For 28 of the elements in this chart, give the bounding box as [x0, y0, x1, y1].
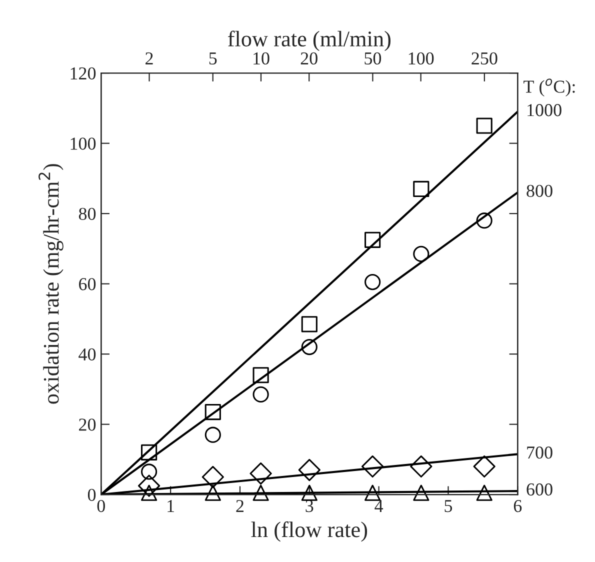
x2-tick-label: 5 [209, 52, 217, 65]
x-tick-label: 4 [374, 500, 384, 512]
x-tick-label: 5 [444, 500, 452, 512]
y-tick-label: 20 [79, 418, 96, 431]
x2-tick-label: 20 [300, 52, 318, 65]
x2-tick-label: 10 [254, 52, 270, 65]
x2-tick-label: 50 [364, 52, 382, 65]
series-label: 700 [527, 446, 552, 459]
x-tick-label: 6 [514, 500, 522, 512]
y-tick-label: 60 [79, 278, 96, 290]
x-axis-title: ln (flow rate) [251, 521, 368, 542]
x2-axis-title: flow rate (ml/min) [228, 30, 390, 51]
x-tick-label: 0 [97, 500, 105, 512]
series-label: 600 [526, 483, 552, 496]
series-label: 800 [526, 184, 552, 198]
y-axis-title: oxidation rate (mg/hr-cm$^{2}$) [38, 164, 64, 404]
y-tick-label: 80 [78, 208, 96, 220]
x-tick-label: 2 [236, 500, 244, 512]
x2-tick-label: 100 [408, 52, 434, 65]
y-tick-label: 40 [78, 348, 96, 360]
series-label: 1000 [528, 104, 562, 116]
y-tick-label: 0 [88, 488, 96, 501]
y-tick-label: 100 [70, 138, 96, 150]
y-tick-label: 120 [70, 67, 96, 80]
x2-tick-label: 2 [146, 52, 153, 64]
x2-tick-label: 250 [472, 52, 498, 65]
x-tick-label: 1 [168, 500, 174, 512]
text: T ($^{o}$C): [524, 78, 575, 96]
